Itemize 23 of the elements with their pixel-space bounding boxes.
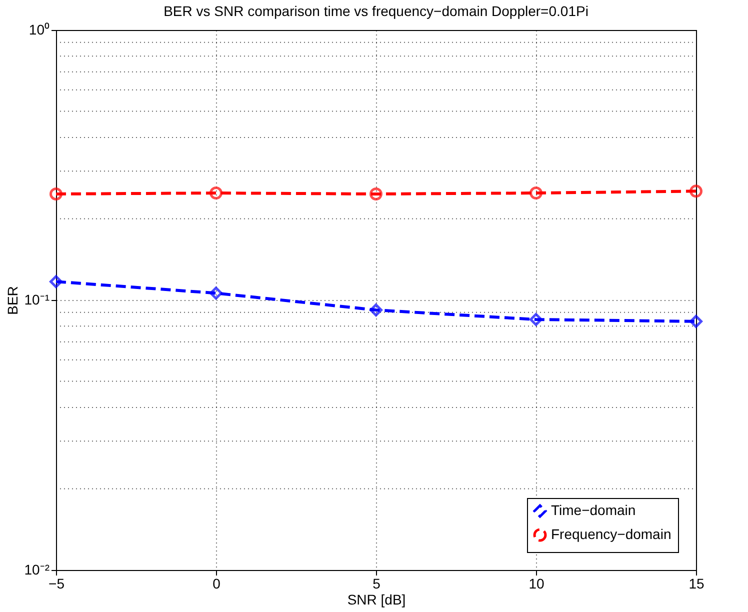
point: [210, 186, 222, 200]
x-tick-label: 5: [372, 576, 381, 592]
x-tick-label: −5: [48, 576, 65, 592]
x-axis-title: SNR [dB]: [347, 592, 406, 608]
chart-title: BER vs SNR comparison time vs frequency−domain Doppler=0.01Pi: [164, 3, 588, 19]
y-tick-label: 10⁻¹: [24, 292, 50, 308]
legend-label: Time−domain: [551, 502, 636, 518]
point: [370, 304, 382, 317]
point: [530, 186, 542, 200]
point: [690, 184, 702, 198]
x-tick-label: 10: [528, 576, 544, 592]
x-tick-label: 0: [212, 576, 221, 592]
y-tick-label: 10⁰: [28, 22, 50, 38]
point: [210, 286, 222, 300]
point: [690, 314, 702, 328]
point: [370, 187, 382, 200]
y-axis-title: BER: [4, 286, 20, 315]
y-tick-label: 10⁻²: [24, 562, 50, 578]
point: [50, 275, 62, 288]
x-tick-label: 15: [688, 576, 704, 592]
legend-label: Frequency−domain: [551, 526, 672, 542]
point: [50, 187, 62, 200]
point: [530, 312, 542, 326]
